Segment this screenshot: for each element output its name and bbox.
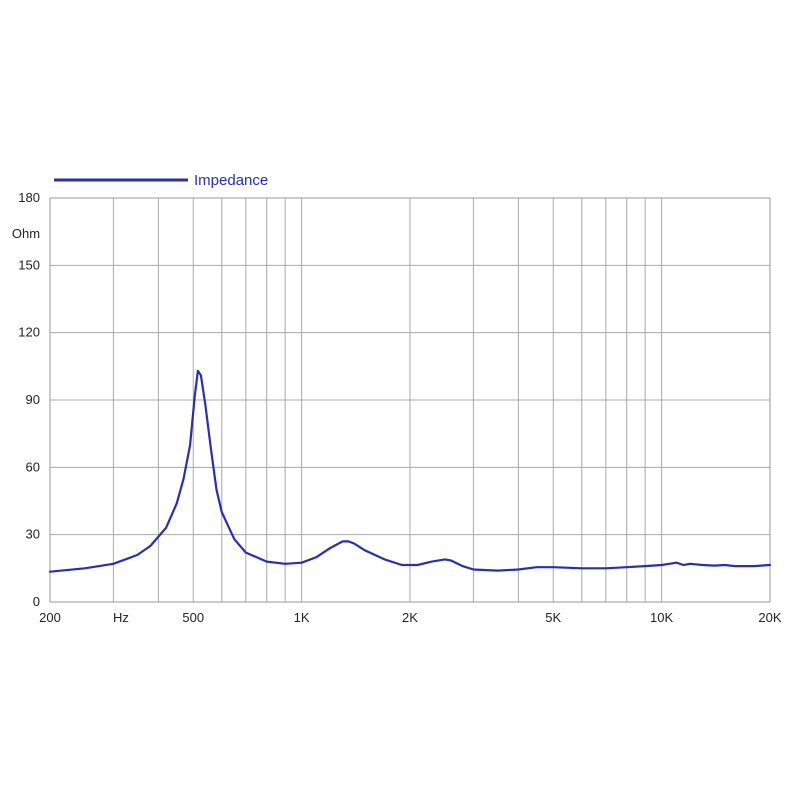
x-tick-label: 2K xyxy=(402,610,418,625)
y-tick-label: 0 xyxy=(33,594,40,609)
y-tick-label: 150 xyxy=(18,257,40,272)
x-tick-labels: 200 500 1K 2K 5K 10K 20K xyxy=(39,610,782,625)
x-tick-label: 10K xyxy=(650,610,673,625)
y-tick-labels: 0 30 60 90 120 150 180 xyxy=(18,190,40,609)
x-tick-label: 20K xyxy=(758,610,781,625)
x-tick-label: 200 xyxy=(39,610,61,625)
y-tick-label: 60 xyxy=(26,459,40,474)
series-lines xyxy=(48,369,772,573)
x-tick-label: 500 xyxy=(182,610,204,625)
x-axis-unit-label: Hz xyxy=(113,610,129,625)
plot-frame xyxy=(49,197,771,603)
y-tick-label: 90 xyxy=(26,392,40,407)
grid xyxy=(50,198,770,602)
y-tick-label: 120 xyxy=(18,325,40,340)
y-tick-label: 30 xyxy=(26,527,40,542)
legend: Impedance xyxy=(54,172,268,189)
y-tick-label: 180 xyxy=(18,190,40,205)
x-tick-label: 1K xyxy=(294,610,310,625)
y-axis-unit-label: Ohm xyxy=(12,226,40,241)
x-tick-label: 5K xyxy=(545,610,561,625)
legend-label-impedance: Impedance xyxy=(194,172,268,189)
series-line-0 xyxy=(48,369,772,573)
